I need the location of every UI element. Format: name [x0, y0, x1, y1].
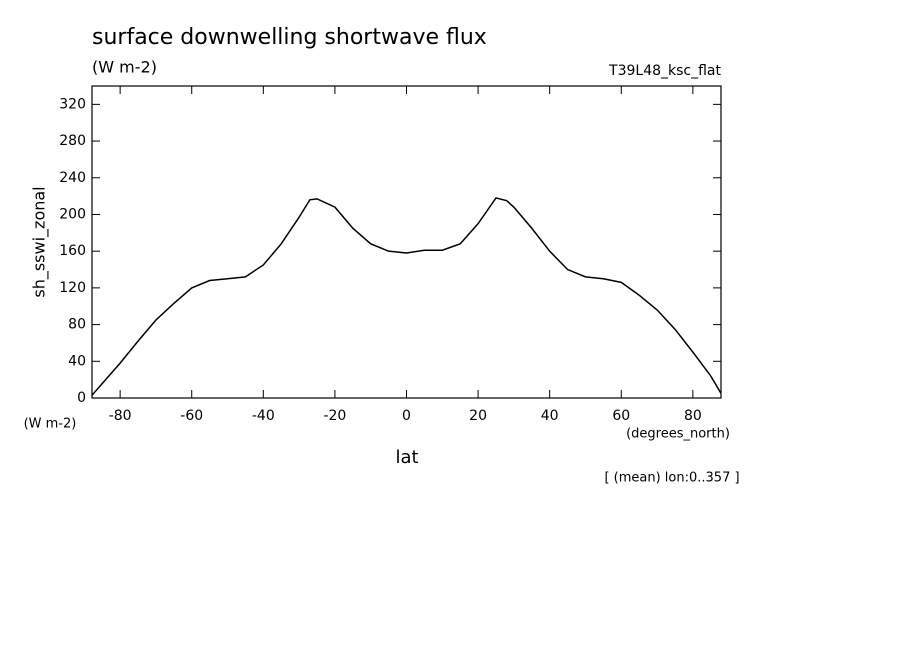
x-tick-label: -20 [323, 408, 346, 424]
data-line [91, 197, 722, 396]
x-tick-label: -40 [252, 408, 275, 424]
x-tick-label: 60 [612, 408, 630, 424]
y-tick-label: 240 [59, 170, 86, 186]
y-tick-label: 120 [59, 280, 86, 296]
x-tick-label: 80 [684, 408, 702, 424]
x-units: (degrees_north) [626, 427, 730, 442]
y-units: (W m-2) [24, 417, 77, 432]
dataset-label: T39L48_ksc_flat [608, 63, 721, 79]
x-tick-label: -60 [180, 408, 203, 424]
y-tick-label: 40 [68, 353, 86, 369]
y-tick-label: 280 [59, 133, 86, 149]
x-tick-label: 0 [402, 408, 411, 424]
y-tick-label: 80 [68, 317, 86, 333]
x-tick-label: 20 [469, 408, 487, 424]
chart-title: surface downwelling shortwave flux [92, 25, 487, 50]
x-tick-label: -80 [109, 408, 132, 424]
x-axis-label: lat [395, 447, 418, 468]
x-tick-label: 40 [541, 408, 559, 424]
note: [ (mean) lon:0..357 ] [604, 471, 739, 486]
y-tick-label: 160 [59, 243, 86, 259]
y-tick-label: 200 [59, 206, 86, 222]
y-axis-label: sh_sswi_zonal [30, 186, 50, 297]
y-tick-label: 320 [59, 96, 86, 112]
subtitle: (W m-2) [92, 58, 157, 77]
y-tick-label: 0 [77, 390, 86, 406]
